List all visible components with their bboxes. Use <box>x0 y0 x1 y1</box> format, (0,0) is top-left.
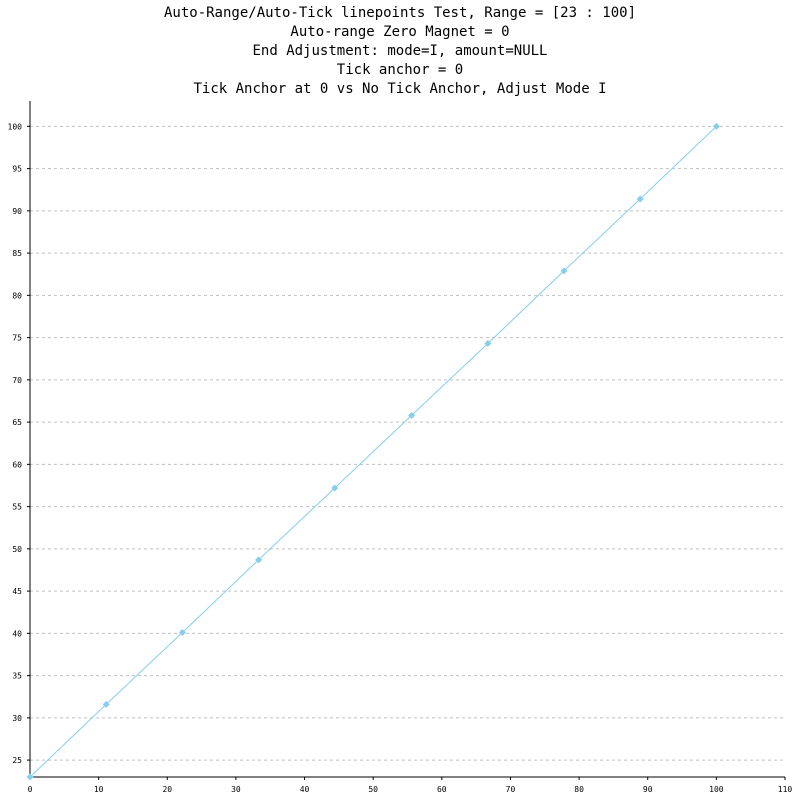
data-point-0-3 <box>255 556 263 564</box>
x-tick-label-4: 40 <box>300 785 310 794</box>
y-tick-label-3: 40 <box>12 629 22 638</box>
y-tick-label-15: 100 <box>8 122 23 131</box>
data-point-0-4 <box>331 484 339 492</box>
x-tick-label-1: 10 <box>94 785 104 794</box>
chart-title-line-3: End Adjustment: mode=I, amount=NULL <box>252 43 548 59</box>
data-point-0-8 <box>636 195 644 203</box>
y-tick-label-5: 50 <box>12 545 22 554</box>
chart-title-line-4: Tick anchor = 0 <box>336 62 464 78</box>
y-tick-label-1: 30 <box>12 714 22 723</box>
data-point-0-2 <box>178 629 186 637</box>
series-line-0 <box>29 125 717 778</box>
x-tick-label-2: 20 <box>162 785 172 794</box>
y-tick-label-6: 55 <box>12 503 22 512</box>
y-tick-label-14: 95 <box>12 165 22 174</box>
chart-title-line-2: Auto-range Zero Magnet = 0 <box>290 24 510 40</box>
y-tick-label-10: 75 <box>12 334 22 343</box>
x-tick-label-10: 100 <box>709 785 724 794</box>
x-tick-label-8: 80 <box>574 785 584 794</box>
data-point-0-0 <box>26 773 34 781</box>
y-tick-label-12: 85 <box>12 249 22 258</box>
chart-title-line-1: Auto-Range/Auto-Tick linepoints Test, Ra… <box>163 5 636 21</box>
y-tick-label-4: 45 <box>12 587 22 596</box>
data-point-0-5 <box>408 411 416 419</box>
data-point-0-7 <box>560 267 568 275</box>
x-tick-label-0: 0 <box>28 785 33 794</box>
y-tick-label-11: 80 <box>12 291 22 300</box>
chart-title-line-5: Tick Anchor at 0 vs No Tick Anchor, Adju… <box>193 81 607 97</box>
x-tick-label-5: 50 <box>368 785 378 794</box>
data-point-0-6 <box>484 340 492 348</box>
y-tick-label-7: 60 <box>12 460 22 469</box>
data-point-0-9 <box>712 122 720 130</box>
y-tick-label-13: 90 <box>12 207 22 216</box>
y-tick-label-2: 35 <box>12 672 22 681</box>
x-tick-label-9: 90 <box>643 785 653 794</box>
y-tick-label-9: 70 <box>12 376 22 385</box>
x-tick-label-6: 60 <box>437 785 447 794</box>
data-point-0-1 <box>102 700 110 708</box>
x-tick-label-3: 30 <box>231 785 241 794</box>
x-tick-label-7: 70 <box>506 785 516 794</box>
x-tick-label-11: 110 <box>778 785 793 794</box>
y-tick-label-8: 65 <box>12 418 22 427</box>
y-tick-label-0: 25 <box>12 756 22 765</box>
